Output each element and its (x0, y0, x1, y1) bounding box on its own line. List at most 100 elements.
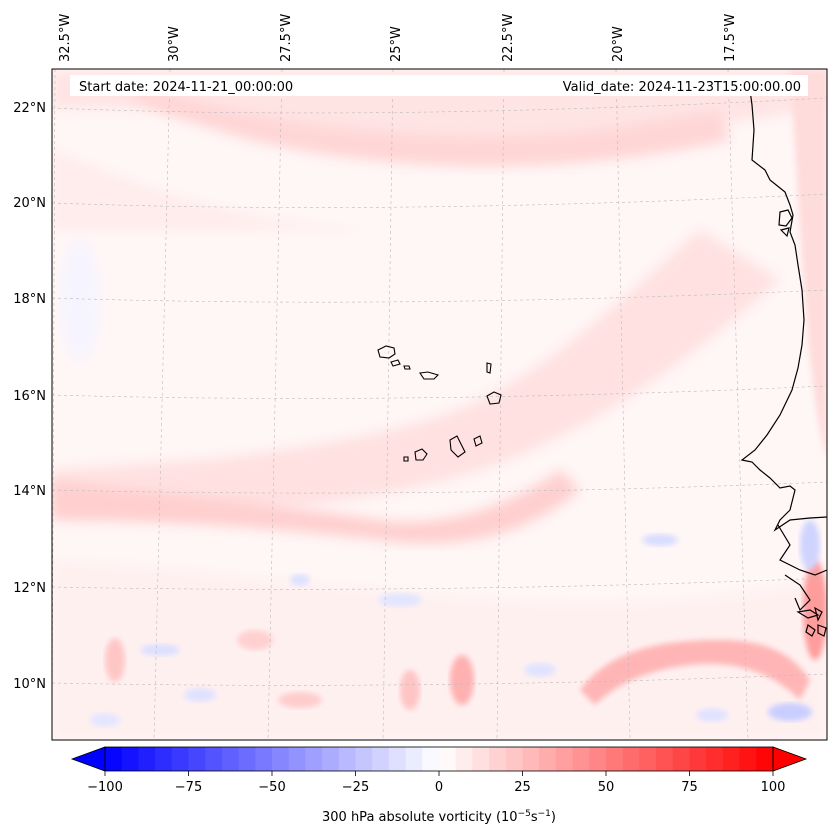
vorticity-negative-patch-2 (290, 574, 310, 586)
lat-label: 22°N (13, 101, 46, 116)
vorticity-streak-southeast (580, 640, 810, 705)
vorticity-negative-patch-6 (524, 663, 556, 677)
island-fogo (414, 448, 428, 461)
colorbar-cell (505, 747, 523, 771)
colorbar-tick-label: 25 (514, 780, 531, 795)
colorbar-cell (388, 747, 406, 771)
colorbar-label: 300 hPa absolute vorticity (10−5s−1) (322, 809, 556, 825)
colorbar-arrow-low (70, 746, 106, 772)
lat-label: 10°N (13, 677, 46, 692)
island-sao-nicolau (419, 371, 440, 380)
colorbar-cell (121, 747, 139, 771)
colorbar-cell (372, 747, 390, 771)
lat-label: 14°N (13, 484, 46, 499)
colorbar-cell (472, 747, 490, 771)
lat-label: 12°N (13, 581, 46, 596)
colorbar-cell (589, 747, 607, 771)
vorticity-negative-patch-4 (140, 644, 180, 656)
colorbar-tick-label: −25 (342, 780, 369, 795)
vorticity-cell-south-center (450, 655, 474, 705)
coastline-island-d (817, 624, 827, 637)
map-plot-area: Start date: 2024-11-21_00:00:00 Valid_da… (51, 68, 828, 741)
colorbar: −100 −75 −50 −25 0 25 50 75 100 300 hPa absolute… (70, 746, 808, 825)
island-santa-luzia (403, 365, 411, 370)
colorbar-cell (238, 747, 256, 771)
colorbar-cell (422, 747, 440, 771)
vorticity-band-diagonal-core (52, 470, 580, 544)
colorbar-cell (221, 747, 239, 771)
island-maio (473, 435, 483, 447)
colorbar-cell (338, 747, 356, 771)
colorbar-cell (255, 747, 273, 771)
colorbar-ticks: −100 −75 −50 −25 0 25 50 75 100 (87, 771, 785, 795)
island-sal (486, 362, 492, 374)
colorbar-cell (322, 747, 340, 771)
colorbar-cell (288, 747, 306, 771)
date-info-box (70, 75, 808, 96)
colorbar-cell (188, 747, 206, 771)
colorbar-cell (455, 747, 473, 771)
lon-label: 27.5°W (279, 14, 294, 62)
colorbar-cell (355, 747, 373, 771)
lat-label: 18°N (13, 292, 46, 307)
valid-date-text: Valid_date: 2024-11-23T15:00:00.00 (563, 80, 801, 95)
colorbar-cell (105, 747, 123, 771)
colorbar-cell (555, 747, 573, 771)
start-date-text: Start date: 2024-11-21_00:00:00 (79, 80, 293, 95)
coastline-gambia (777, 524, 827, 576)
island-santo-antao (377, 345, 396, 359)
colorbar-cell (171, 747, 189, 771)
colorbar-cell (722, 747, 740, 771)
colorbar-tick-label: −75 (175, 780, 202, 795)
colorbar-tick-label: 100 (761, 780, 786, 795)
coastline-island-c (814, 606, 823, 622)
vorticity-cell-south-mid (237, 630, 273, 650)
island-brava (403, 456, 409, 462)
vorticity-patch-west (52, 150, 400, 230)
longitude-labels: 32.5°W 30°W 27.5°W 25°W 22.5°W 20°W 17.5… (58, 14, 738, 62)
coastline-bay-1 (778, 209, 793, 227)
colorbar-cell (522, 747, 540, 771)
colorbar-cells (105, 747, 774, 771)
colorbar-cell (689, 747, 707, 771)
colorbar-cell (622, 747, 640, 771)
colorbar-tick-label: 0 (435, 780, 443, 795)
colorbar-cell (656, 747, 674, 771)
island-santiago (449, 435, 466, 458)
colorbar-tick-label: 50 (598, 780, 615, 795)
colorbar-cell (606, 747, 624, 771)
lon-label: 20°W (611, 26, 626, 62)
vorticity-zone-south (52, 560, 827, 740)
cape-verde-islands (377, 345, 502, 462)
colorbar-arrow-high (772, 746, 808, 772)
coastlines (740, 89, 827, 637)
colorbar-cell (439, 747, 457, 771)
lon-label: 25°W (389, 26, 404, 62)
coastline-bay-2 (779, 227, 790, 238)
island-boa-vista (486, 391, 502, 405)
lat-label: 16°N (13, 389, 46, 404)
colorbar-cell (155, 747, 173, 771)
lat-label: 20°N (13, 196, 46, 211)
coastline-west-africa (740, 89, 827, 532)
colorbar-cell (138, 747, 156, 771)
vorticity-cell-south-mid-2 (278, 692, 322, 708)
vorticity-negative-patch-10 (90, 713, 120, 727)
colorbar-cell (639, 747, 657, 771)
colorbar-cell (539, 747, 557, 771)
colorbar-cell (672, 747, 690, 771)
colorbar-cell (405, 747, 423, 771)
lon-label: 17.5°W (723, 14, 738, 62)
coastline-guinea-bissau (784, 574, 811, 612)
colorbar-cell (205, 747, 223, 771)
colorbar-cell (305, 747, 323, 771)
colorbar-tick-label: −50 (258, 780, 285, 795)
vorticity-negative-patch-1 (642, 534, 678, 546)
colorbar-cell (489, 747, 507, 771)
colorbar-cell (739, 747, 757, 771)
coastline-island-a (796, 609, 820, 619)
lon-label: 30°W (167, 26, 182, 62)
colorbar-cell (706, 747, 724, 771)
colorbar-cell (272, 747, 290, 771)
